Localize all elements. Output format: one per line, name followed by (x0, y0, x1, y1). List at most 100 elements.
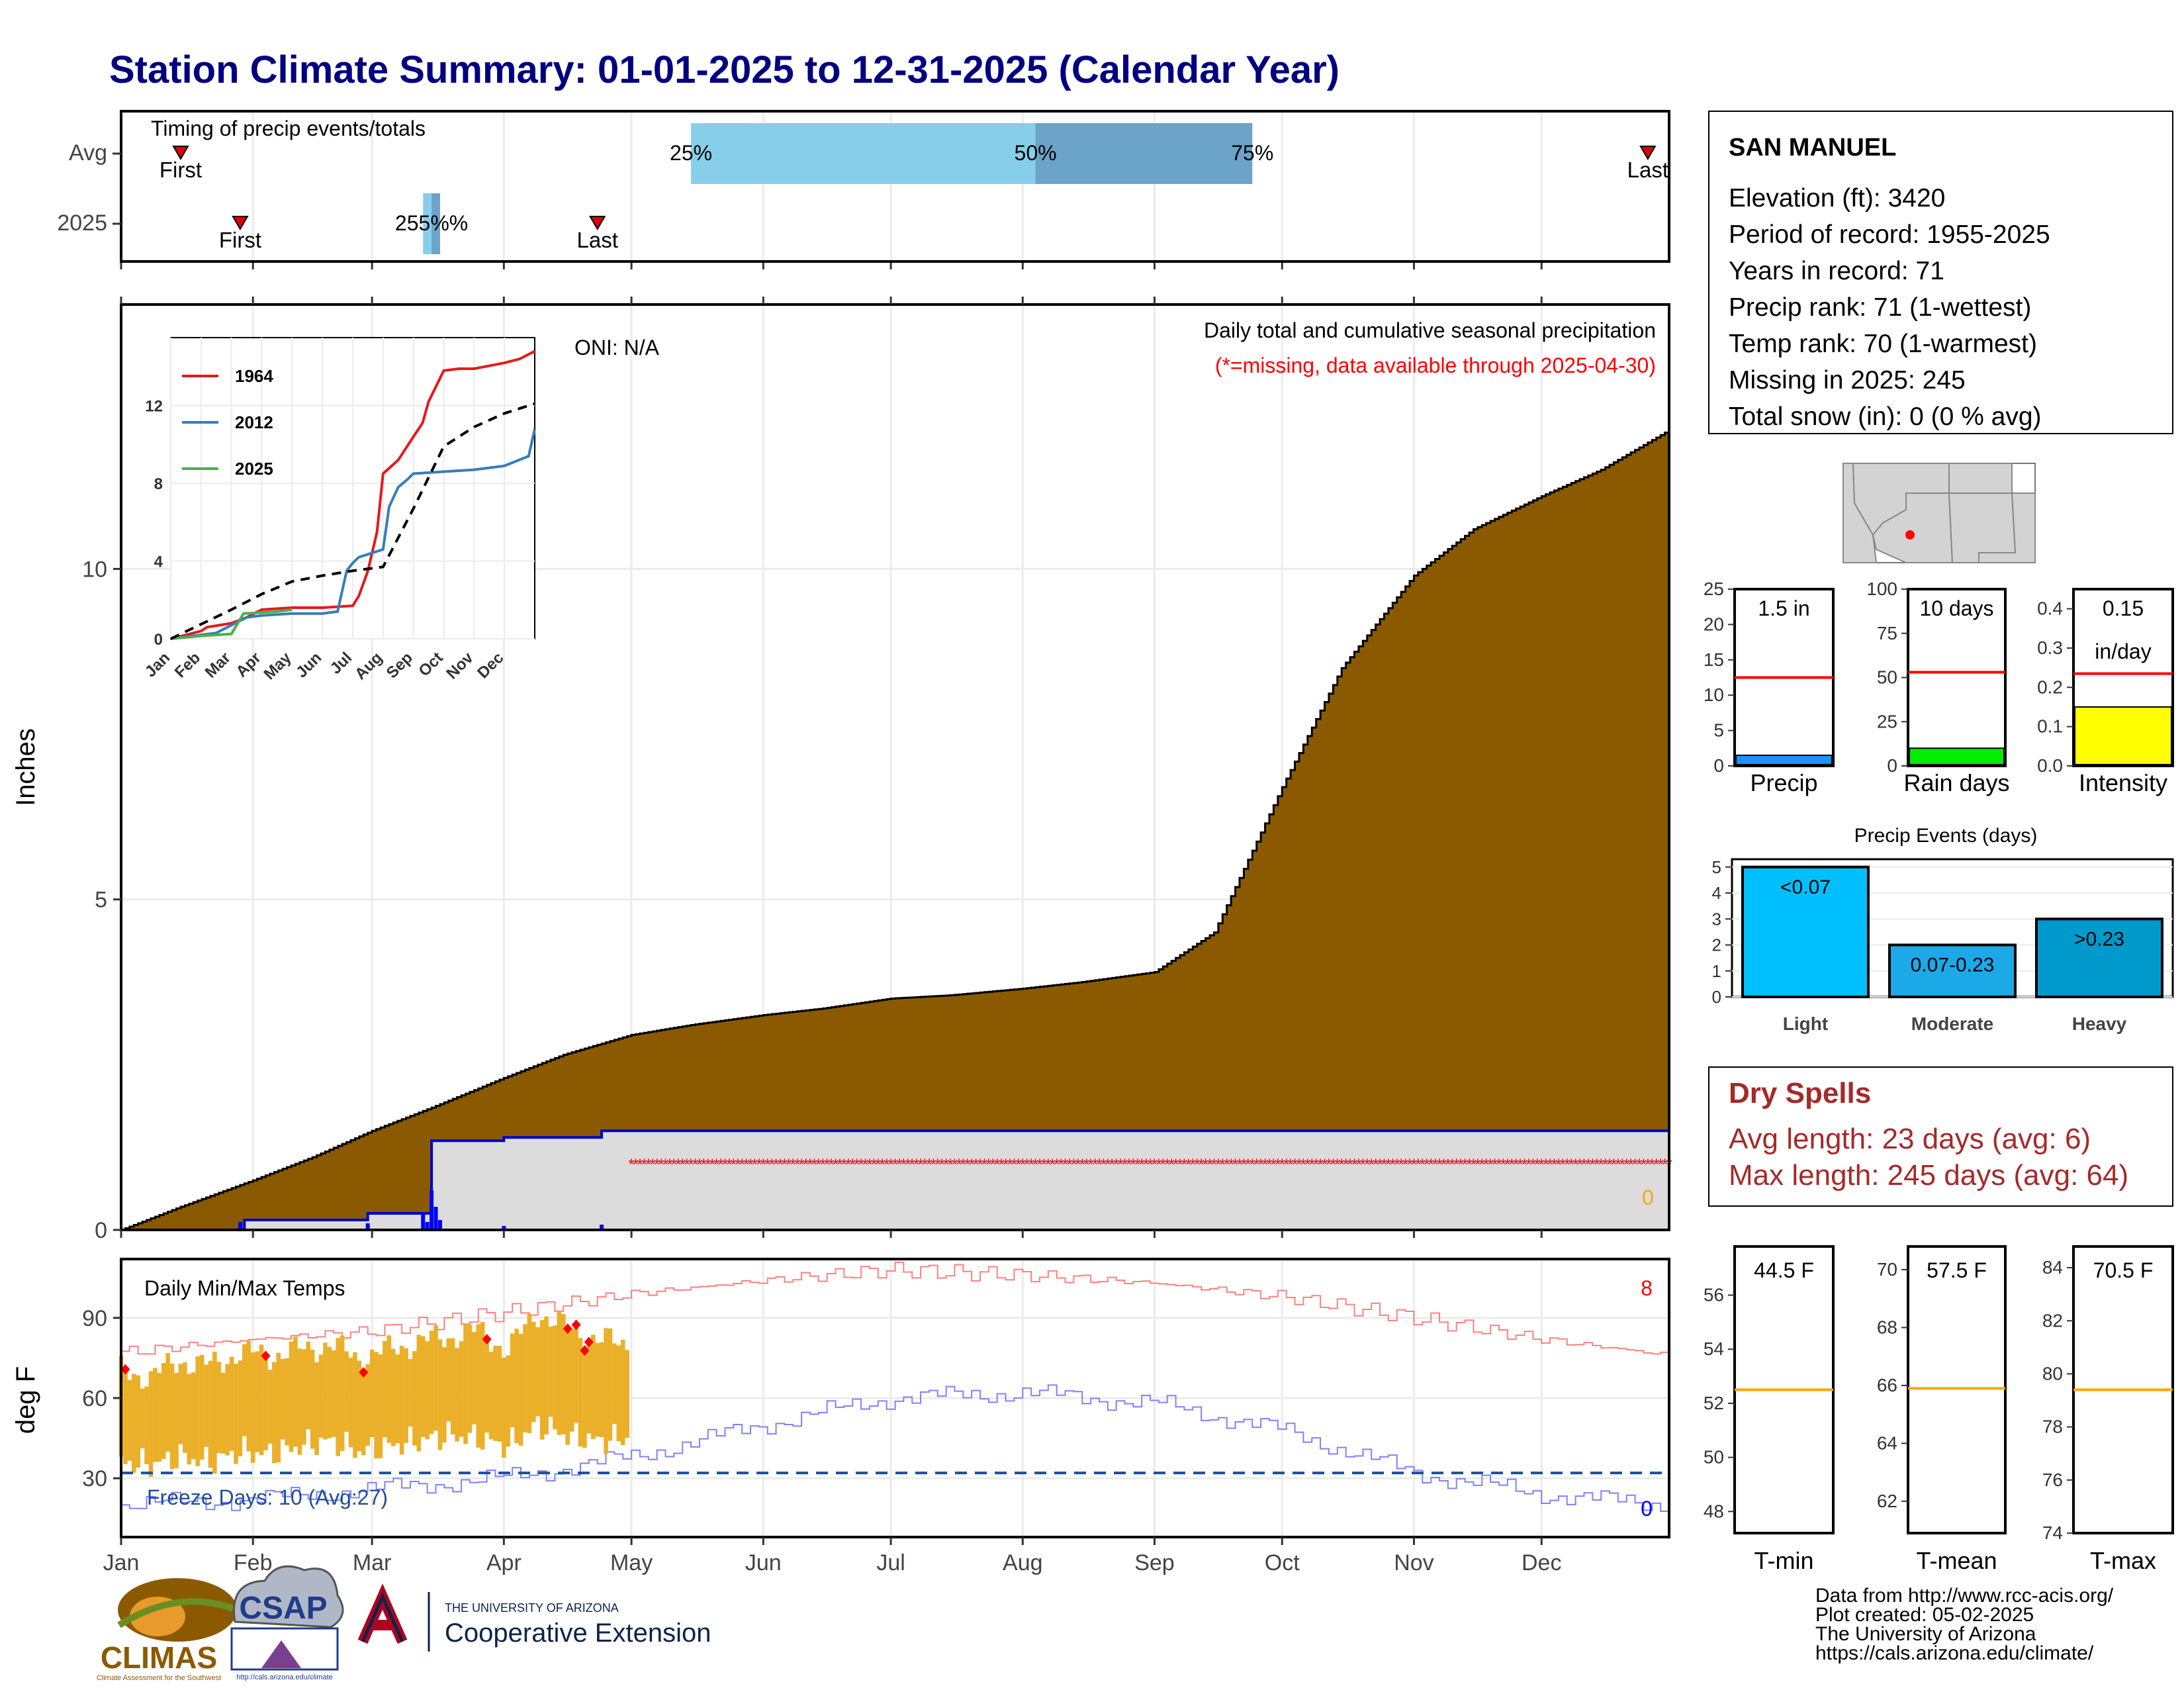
precip-missing-marker-156: * (777, 1156, 783, 1174)
precip-missing-marker-140: * (709, 1156, 715, 1174)
precip-missing-marker-293: * (1360, 1156, 1366, 1174)
temp-gauge-value-T-mean: 57.5 F (1927, 1258, 1987, 1282)
precip-missing-marker-147: * (739, 1156, 745, 1174)
precip-missing-marker-296: * (1373, 1156, 1379, 1174)
temp-daily-range-bar-29 (238, 1360, 243, 1456)
map-state-texas (1978, 492, 2036, 563)
csap-wordmark: CSAP (239, 1591, 327, 1626)
temp-daily-range-bar-25 (220, 1372, 226, 1454)
precip-missing-marker-314: * (1449, 1156, 1455, 1174)
gauge-fill-Precip (1735, 754, 1833, 765)
precip-missing-marker-155: * (773, 1156, 779, 1174)
csap-url: http://cals.arizona.edu/climate (236, 1673, 333, 1681)
precip-missing-marker-244: * (1152, 1156, 1158, 1174)
precip-missing-marker-220: * (1050, 1156, 1056, 1174)
temp-daily-range-bar-58 (361, 1372, 366, 1456)
temp-daily-range-bar-59 (365, 1364, 370, 1446)
temp-daily-range-bar-18 (191, 1372, 196, 1460)
temp-daily-range-bar-87 (484, 1339, 489, 1433)
events-ytick-label-3: 3 (1712, 909, 1721, 929)
precip-missing-marker-139: * (705, 1156, 711, 1174)
precip-missing-marker-198: * (956, 1156, 962, 1174)
precip-missing-marker-269: * (1257, 1156, 1263, 1174)
precip-missing-marker-351: * (1606, 1156, 1612, 1174)
precip-missing-marker-303: * (1402, 1156, 1408, 1174)
timing-row-2025-label: 2025 (57, 211, 107, 236)
timing-2025-50-75-bar (432, 193, 440, 254)
precip-missing-marker-181: * (884, 1156, 889, 1174)
temp-daily-range-bar-50 (327, 1346, 332, 1438)
temp-daily-range-bar-114 (599, 1342, 604, 1438)
temp-daily-range-bar-94 (514, 1329, 519, 1444)
timing-2025-last-marker (588, 216, 606, 230)
events-category-Heavy: Heavy (2072, 1013, 2127, 1034)
temp-daily-range-bar-115 (604, 1328, 608, 1454)
precip-daily-bar-0 (238, 1222, 242, 1230)
temp-daily-range-bar-42 (293, 1336, 298, 1447)
precip-missing-marker-159: * (790, 1156, 796, 1174)
temp-daily-range-bar-76 (437, 1339, 443, 1450)
temp-gauges: 48 50 52 54 56 44.5 F T-min 62 64 66 68 70 57.5 F T-m… (1704, 1245, 2174, 1574)
precip-missing-marker-319: * (1471, 1156, 1477, 1174)
gauge-value-Intensity: 0.15 (2103, 596, 2144, 620)
temp-gauge-tick-label-T-max-74: 74 (2042, 1523, 2063, 1543)
precip-missing-marker-346: * (1585, 1156, 1591, 1174)
precip-missing-marker-172: * (845, 1156, 851, 1174)
precip-missing-marker-229: * (1087, 1156, 1093, 1174)
station-location-dot (1905, 530, 1915, 539)
precip-missing-marker-286: * (1330, 1156, 1336, 1174)
station-box-frame (1708, 111, 2173, 434)
temp-daily-range-bar-112 (590, 1335, 596, 1440)
temp-daily-range-bar-22 (208, 1360, 213, 1468)
temp-daily-range-bar-27 (229, 1356, 234, 1451)
temp-daily-range-bar-33 (255, 1351, 259, 1452)
precip-missing-marker-279: * (1300, 1156, 1306, 1174)
temp-daily-range-bar-105 (561, 1313, 566, 1434)
temp-daily-range-bar-107 (569, 1329, 574, 1432)
precip-missing-marker-280: * (1304, 1156, 1310, 1174)
timing-avg-25-50-bar (691, 123, 1036, 184)
temp-daily-range-bar-8 (148, 1371, 154, 1477)
precip-missing-marker-255: * (1198, 1156, 1204, 1174)
temp-gauge-tick-label-T-max-82: 82 (2042, 1310, 2063, 1331)
precip-missing-marker-342: * (1569, 1156, 1574, 1174)
precip-missing-marker-323: * (1487, 1156, 1493, 1174)
gauge-label-Intensity: Intensity (2079, 769, 2167, 796)
climas-logo: CLIMAS Climate Assessment for the Southw… (97, 1578, 237, 1682)
timing-avg-25-label: 25% (670, 141, 712, 165)
temp-record-marker-5 (571, 1319, 581, 1331)
temp-daily-range-bar-97 (527, 1313, 532, 1434)
precip-missing-marker-264: * (1236, 1156, 1242, 1174)
precip-missing-marker-200: * (964, 1156, 970, 1174)
precip-missing-marker-248: * (1169, 1156, 1175, 1174)
inset-legend-label-1964: 1964 (235, 366, 273, 386)
precip-missing-marker-189: * (917, 1156, 923, 1174)
precip-missing-marker-210: * (1007, 1156, 1013, 1174)
precip-missing-marker-292: * (1355, 1156, 1361, 1174)
temp-daily-range-bar-37 (272, 1362, 277, 1464)
precip-missing-marker-170: * (837, 1156, 842, 1174)
temp-daily-range-bar-2 (123, 1369, 128, 1464)
precip-missing-marker-176: * (862, 1156, 868, 1174)
ua-a-outline-icon (361, 1592, 404, 1643)
precip-missing-marker-124: * (641, 1156, 647, 1174)
precip-missing-marker-143: * (722, 1156, 728, 1174)
temp-gauge-label-T-max: T-max (2090, 1547, 2156, 1574)
precip-missing-marker-340: * (1560, 1156, 1566, 1174)
precip-missing-marker-289: * (1343, 1156, 1349, 1174)
location-map (1843, 463, 2036, 563)
precip-missing-marker-237: * (1122, 1156, 1128, 1174)
precip-missing-marker-194: * (939, 1156, 945, 1174)
gauge-tick-label-Precip-5: 5 (1713, 720, 1724, 741)
temp-gauge-tick-label-T-mean-66: 66 (1877, 1375, 1897, 1395)
precip-missing-marker-224: * (1066, 1156, 1072, 1174)
gauge-fill-Intensity (2074, 706, 2172, 765)
temp-daily-range-bar-40 (285, 1358, 289, 1446)
precip-missing-marker-299: * (1385, 1156, 1391, 1174)
temp-daily-range-bar-57 (357, 1360, 362, 1452)
gauge-tick-label-Intensity-0.1: 0.1 (2037, 716, 2063, 737)
temp-gauge-tick-label-T-min-52: 52 (1704, 1393, 1724, 1413)
month-label-Mar: Mar (353, 1550, 392, 1575)
dry-spells-title: Dry Spells (1729, 1077, 1871, 1109)
precip-missing-marker-165: * (815, 1156, 821, 1174)
